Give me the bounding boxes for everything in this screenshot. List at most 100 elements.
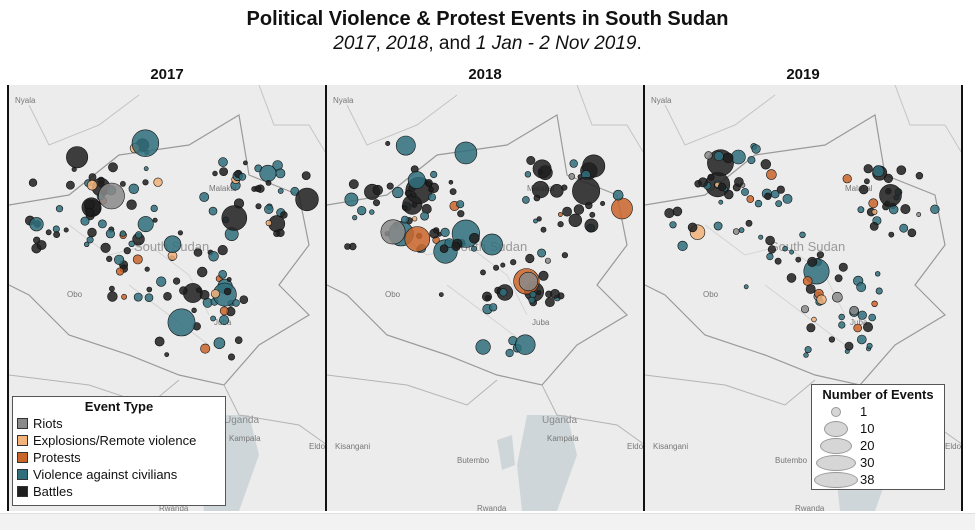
event-marker	[722, 152, 734, 164]
event-marker	[531, 180, 550, 199]
event-marker	[807, 256, 818, 267]
event-marker	[28, 178, 38, 187]
event-marker	[718, 199, 724, 205]
event-marker	[774, 257, 782, 265]
event-marker	[694, 180, 702, 188]
legend-swatch-protests	[17, 452, 28, 463]
event-marker	[786, 273, 797, 283]
event-marker	[573, 204, 585, 215]
event-marker	[132, 254, 143, 265]
event-marker	[239, 295, 249, 304]
event-marker	[510, 259, 517, 266]
event-marker	[844, 341, 854, 351]
event-marker	[116, 267, 125, 276]
event-marker	[672, 206, 683, 217]
event-marker	[29, 217, 44, 232]
event-marker	[770, 189, 780, 199]
event-marker	[121, 293, 127, 300]
place-label-kisangani: Kisangani	[335, 442, 370, 451]
event-marker	[863, 322, 874, 333]
event-marker	[259, 164, 277, 182]
legend-label-explosions: Explosions/Remote violence	[33, 433, 197, 448]
event-marker	[412, 216, 418, 222]
place-label-south-sudan: South Sudan	[770, 239, 845, 254]
place-label-malakal: Malakal	[845, 184, 873, 193]
subtitle-range-2019: 1 Jan - 2 Nov 2019	[475, 33, 637, 54]
size-legend-dot-20	[820, 437, 852, 454]
event-marker	[87, 227, 97, 238]
place-label-obo: Obo	[385, 290, 401, 299]
event-marker	[276, 228, 285, 237]
event-marker	[572, 177, 601, 206]
legend-label-riots: Riots	[33, 416, 63, 431]
event-marker	[372, 184, 383, 196]
event-marker	[493, 264, 500, 271]
event-marker	[219, 167, 228, 176]
legend-item-violence-civilians: Violence against civilians	[17, 466, 221, 483]
event-marker	[805, 284, 816, 294]
event-marker	[275, 168, 286, 179]
event-marker	[868, 198, 879, 209]
event-count-legend: Number of Events 1 10 20 30 38	[811, 384, 945, 490]
event-marker	[832, 291, 843, 303]
event-marker	[265, 219, 272, 227]
event-marker	[153, 177, 163, 187]
event-marker	[208, 206, 218, 216]
event-marker	[489, 303, 498, 312]
event-marker	[254, 185, 262, 192]
event-marker	[803, 352, 809, 358]
place-label-obo: Obo	[67, 290, 83, 299]
lake-shape	[497, 435, 515, 470]
event-marker	[144, 293, 154, 302]
event-marker	[193, 248, 203, 257]
place-label-kisangani: Kisangani	[653, 442, 688, 451]
event-marker	[743, 284, 749, 290]
event-marker	[146, 286, 153, 293]
event-marker	[66, 146, 89, 169]
event-marker	[500, 262, 506, 268]
size-legend-dot-30	[816, 454, 856, 471]
event-marker	[426, 181, 432, 187]
event-marker	[386, 182, 394, 190]
event-marker	[838, 262, 848, 272]
event-marker	[888, 231, 895, 238]
event-marker	[754, 199, 763, 208]
event-marker	[480, 269, 486, 276]
event-marker	[529, 291, 537, 298]
event-marker	[429, 228, 440, 239]
event-marker	[536, 290, 542, 296]
event-marker	[871, 209, 878, 215]
event-marker	[163, 292, 172, 301]
event-marker	[751, 144, 761, 154]
legend-label-violence-civilians: Violence against civilians	[33, 467, 178, 482]
size-legend-label-30: 30	[860, 455, 875, 470]
event-marker	[301, 171, 311, 180]
event-marker	[499, 288, 508, 297]
place-label-rwanda: Rwanda	[159, 504, 189, 511]
size-legend-row-38: 38	[814, 471, 940, 488]
subtitle-year-2017: 2017	[333, 33, 376, 54]
event-marker	[747, 156, 756, 165]
event-marker	[842, 174, 852, 184]
event-marker	[482, 291, 493, 302]
event-marker	[372, 199, 380, 207]
event-marker	[557, 221, 564, 228]
event-marker	[724, 189, 734, 200]
map-subtitle: 2017, 2018, and 1 Jan - 2 Nov 2019.	[0, 32, 975, 56]
event-marker	[611, 197, 633, 220]
event-marker	[164, 352, 170, 357]
panel-label-2017: 2017	[150, 66, 184, 83]
event-marker	[66, 180, 75, 190]
event-marker	[538, 270, 549, 281]
place-label-nyala: Nyala	[651, 96, 672, 105]
event-marker	[119, 230, 127, 237]
event-marker	[930, 204, 940, 215]
event-marker	[232, 299, 240, 307]
place-label-obo: Obo	[703, 290, 719, 299]
event-marker	[228, 353, 236, 361]
event-marker	[242, 160, 248, 166]
event-marker	[120, 181, 126, 187]
event-marker	[758, 234, 764, 240]
event-marker	[562, 206, 572, 217]
